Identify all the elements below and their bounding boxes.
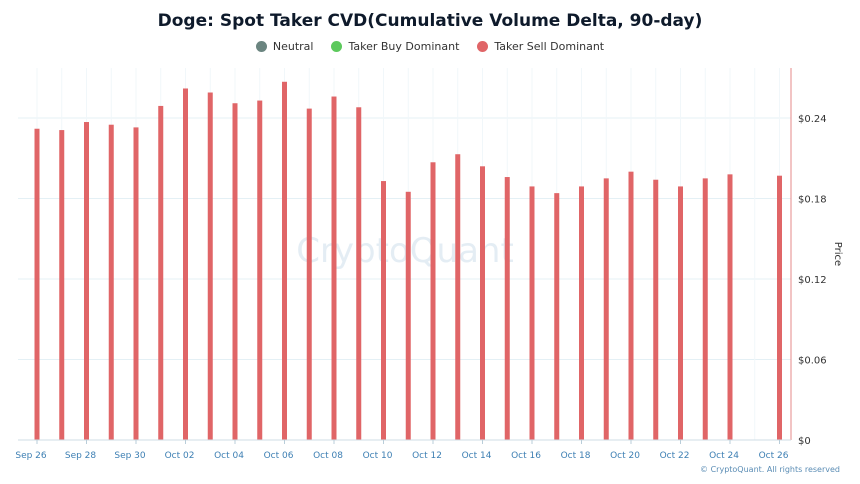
bar-oct-13[interactable] [455, 154, 461, 440]
bar-sep-29[interactable] [108, 124, 114, 440]
x-tick-label: Oct 18 [561, 451, 591, 461]
x-axis-ticks: Sep 26 Sep 28 Sep 30 Oct 02 Oct 04 Oct 06 Oct … [15, 440, 789, 461]
bar-oct-19[interactable] [603, 178, 609, 440]
bar-oct-12[interactable] [430, 162, 436, 440]
bar-oct-02[interactable] [183, 88, 188, 440]
x-tick-label: Oct 04 [214, 451, 244, 461]
bar-oct-26[interactable] [777, 175, 782, 441]
bar-oct-22[interactable] [678, 186, 683, 440]
bar-oct-03[interactable] [207, 92, 213, 440]
y-tick-label: $0 [798, 436, 811, 447]
bar-oct-20[interactable] [628, 171, 634, 440]
bar-sep-27[interactable] [59, 130, 65, 440]
legend-dot-neutral [255, 41, 267, 52]
chart-title: Doge: Spot Taker CVD(Cumulative Volume D… [157, 11, 703, 31]
x-tick-label: Oct 16 [511, 451, 541, 461]
copyright-text: © CryptoQuant. All rights reserved [700, 465, 840, 474]
x-tick-label: Sep 30 [114, 451, 146, 461]
bar-oct-10[interactable] [381, 181, 386, 440]
y-tick-label: $0.06 [798, 356, 827, 367]
bar-oct-18[interactable] [579, 186, 584, 440]
x-tick-label: Sep 26 [15, 451, 47, 461]
bar-oct-05[interactable] [257, 100, 263, 440]
bar-sep-26[interactable] [34, 128, 40, 440]
x-tick-label: Oct 24 [709, 451, 739, 461]
x-tick-label: Oct 08 [313, 451, 343, 461]
legend-item-taker-sell-dominant[interactable]: Taker Sell Dominant [477, 40, 604, 53]
x-tick-label: Oct 02 [165, 451, 195, 461]
x-tick-label: Oct 12 [412, 451, 442, 461]
legend-dot-taker-buy-dominant [331, 41, 343, 52]
y-tick-label: $0.12 [798, 275, 827, 286]
x-tick-label: Oct 14 [462, 451, 492, 461]
legend-dot-taker-sell-dominant [477, 41, 489, 52]
bar-oct-21[interactable] [653, 179, 659, 440]
bar-oct-23[interactable] [702, 178, 708, 440]
bar-oct-06[interactable] [282, 81, 287, 441]
bar-oct-11[interactable] [405, 191, 411, 440]
bar-oct-09[interactable] [356, 107, 362, 441]
bar-oct-24[interactable] [727, 174, 733, 440]
legend-label-taker-sell-dominant: Taker Sell Dominant [494, 40, 605, 53]
chart-legend: Neutral Taker Buy Dominant Taker Sell Do… [0, 40, 860, 53]
x-tick-label: Oct 22 [660, 451, 690, 461]
legend-label-neutral: Neutral [272, 40, 314, 53]
bar-oct-08[interactable] [331, 96, 337, 441]
y-tick-label: $0.18 [798, 195, 827, 206]
bar-oct-01[interactable] [158, 105, 164, 441]
legend-item-taker-buy-dominant[interactable]: Taker Buy Dominant [331, 40, 459, 53]
x-tick-label: Oct 10 [363, 451, 393, 461]
bar-oct-14[interactable] [480, 166, 485, 441]
bar-oct-04[interactable] [232, 103, 238, 440]
x-tick-label: Oct 06 [264, 451, 294, 461]
y-axis-label: Price [832, 242, 843, 266]
x-tick-label: Sep 28 [65, 451, 97, 461]
legend-label-taker-buy-dominant: Taker Buy Dominant [348, 40, 460, 53]
bar-oct-17[interactable] [554, 193, 560, 440]
x-tick-label: Oct 26 [759, 451, 789, 461]
bar-sep-30[interactable] [133, 127, 139, 441]
y-tick-label: $0.24 [798, 114, 827, 125]
legend-item-neutral[interactable]: Neutral [255, 40, 314, 53]
y-axis-ticks: $0 $0.06 $0.12 $0.18 $0.24 [798, 114, 827, 447]
bars-layer [34, 81, 782, 441]
bar-sep-28[interactable] [84, 122, 89, 441]
bar-oct-07[interactable] [306, 108, 312, 440]
bar-oct-15[interactable] [504, 177, 510, 441]
x-tick-label: Oct 20 [610, 451, 640, 461]
bar-oct-16[interactable] [529, 186, 535, 440]
